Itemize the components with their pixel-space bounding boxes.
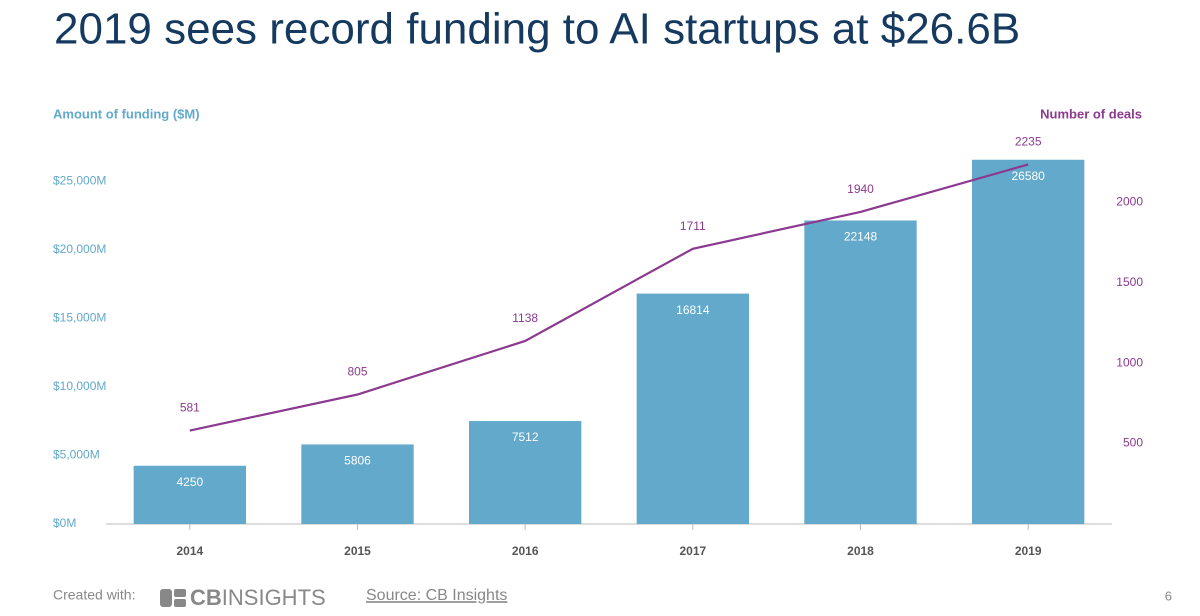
line-value-label: 1138 xyxy=(512,311,538,325)
x-tick-label: 2018 xyxy=(847,544,874,558)
logo-text: CBINSIGHTS xyxy=(190,585,326,610)
bar-value-label: 26580 xyxy=(1011,169,1045,183)
x-tick-label: 2015 xyxy=(344,544,371,558)
y-tick-label: $25,000M xyxy=(53,174,106,188)
logo: CBINSIGHTS xyxy=(160,585,326,610)
created-with: Created with: xyxy=(53,587,135,603)
y2-tick-label: 1000 xyxy=(1116,355,1143,369)
logo-bold: CB xyxy=(190,585,222,610)
y2-tick-label: 1500 xyxy=(1116,275,1143,289)
y-tick-label: $0M xyxy=(53,516,76,530)
logo-icon xyxy=(174,589,186,597)
y2-axis-label: Number of deals xyxy=(1040,106,1142,121)
logo-light: INSIGHTS xyxy=(222,585,326,610)
x-tick-label: 2016 xyxy=(512,544,539,558)
bar xyxy=(636,293,750,524)
bar-value-label: 16814 xyxy=(676,303,710,317)
line xyxy=(189,163,1029,432)
bar xyxy=(468,421,582,524)
bar-value-label: 22148 xyxy=(844,230,878,244)
bar-value-label: 5806 xyxy=(344,454,371,468)
line-value-label: 581 xyxy=(180,401,200,415)
y-tick-label: $10,000M xyxy=(53,379,106,393)
bar xyxy=(133,465,247,524)
source-link[interactable]: Source: CB Insights xyxy=(366,587,507,604)
x-tick-label: 2014 xyxy=(176,544,203,558)
logo-icon xyxy=(174,599,186,607)
x-tick-label: 2017 xyxy=(679,544,706,558)
y-axis-label: Amount of funding ($M) xyxy=(53,106,200,121)
y2-tick-label: 500 xyxy=(1123,436,1143,450)
bar xyxy=(301,444,414,524)
line-value-label: 2235 xyxy=(1015,135,1042,149)
y-tick-label: $15,000M xyxy=(53,311,106,325)
y-tick-label: $20,000M xyxy=(53,242,106,256)
bar xyxy=(804,220,917,525)
bar xyxy=(971,159,1085,524)
line-value-label: 805 xyxy=(347,365,367,379)
page-number: 6 xyxy=(1165,588,1172,603)
logo-icon xyxy=(160,589,172,607)
line-value-label: 1940 xyxy=(847,182,874,196)
y-tick-label: $5,000M xyxy=(53,448,100,462)
bar-value-label: 7512 xyxy=(512,430,539,444)
line-value-label: 1711 xyxy=(680,219,706,233)
bar-value-label: 4250 xyxy=(176,475,203,489)
y2-tick-label: 2000 xyxy=(1116,194,1143,208)
x-tick-label: 2019 xyxy=(1015,544,1042,558)
chart-title: 2019 sees record funding to AI startups … xyxy=(54,5,1020,54)
